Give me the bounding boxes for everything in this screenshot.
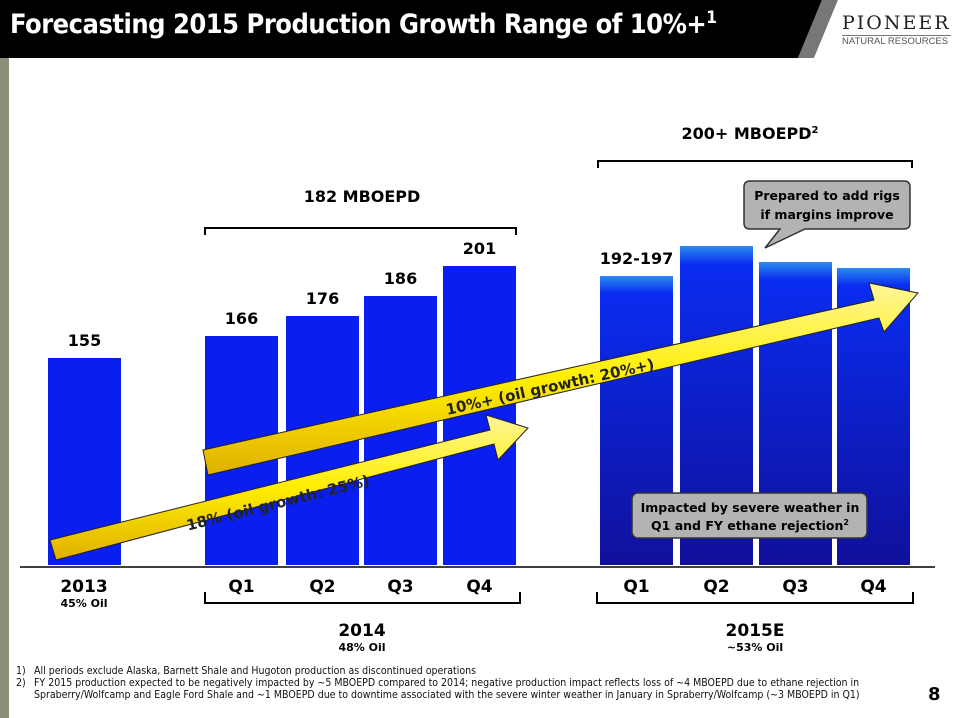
tick-label: Q2 [703,577,729,597]
group-sub-2014: 48% Oil [338,641,385,654]
growth-arrow-2015 [202,282,919,476]
tick-label: Q2 [309,577,335,597]
production-chart: 155 166 Q1 176 Q2 186 Q3 201 Q4 192-197 Q1 Q2 Q3 Q4 1… [20,124,935,654]
data-label: 166 [225,309,258,328]
footnote-2: 2) FY 2015 production expected to be nega… [16,677,860,701]
data-label: 155 [68,331,101,350]
page-title: Forecasting 2015 Production Growth Range… [10,8,717,40]
callout-weather: Impacted by severe weather in Q1 and FY … [631,492,868,539]
svg-text:Q1 and FY ethane rejection2: Q1 and FY ethane rejection2 [651,518,849,533]
growth-arrow-2014 [49,414,529,561]
tick-label: Q4 [466,577,492,597]
svg-text:Impacted by severe weather in: Impacted by severe weather in [641,500,860,515]
callout-rigs: Prepared to add rigs if margins improve [743,180,911,249]
bracket-label-2014: 182 MBOEPD [304,187,421,206]
group-sub-2013: 45% Oil [60,597,107,610]
data-label: 176 [306,289,339,308]
page-number: 8 [928,684,941,705]
group-label-2013: 2013 [60,577,107,597]
data-label: 192-197 [600,249,673,268]
tick-label: Q1 [228,577,254,597]
tick-label: Q4 [860,577,886,597]
pioneer-logo: PIONEER NATURAL RESOURCES [842,12,951,47]
data-label: 201 [463,239,496,258]
bracket-label-2015: 200+ MBOEPD2 [682,124,819,143]
group-label-2015: 2015E [726,621,785,641]
header-bar [0,0,955,58]
tick-label: Q1 [623,577,649,597]
group-label-2014: 2014 [338,621,385,641]
footnotes: 1) All periods exclude Alaska, Barnett Sh… [16,665,896,701]
left-stripe [0,58,9,718]
svg-text:Prepared to add rigs: Prepared to add rigs [754,188,900,203]
svg-text:if margins improve: if margins improve [760,207,893,222]
footnote-1: 1) All periods exclude Alaska, Barnett Sh… [16,665,477,677]
tick-label: Q3 [387,577,413,597]
tick-label: Q3 [782,577,808,597]
group-sub-2015: ~53% Oil [727,641,783,654]
data-label: 186 [384,269,417,288]
